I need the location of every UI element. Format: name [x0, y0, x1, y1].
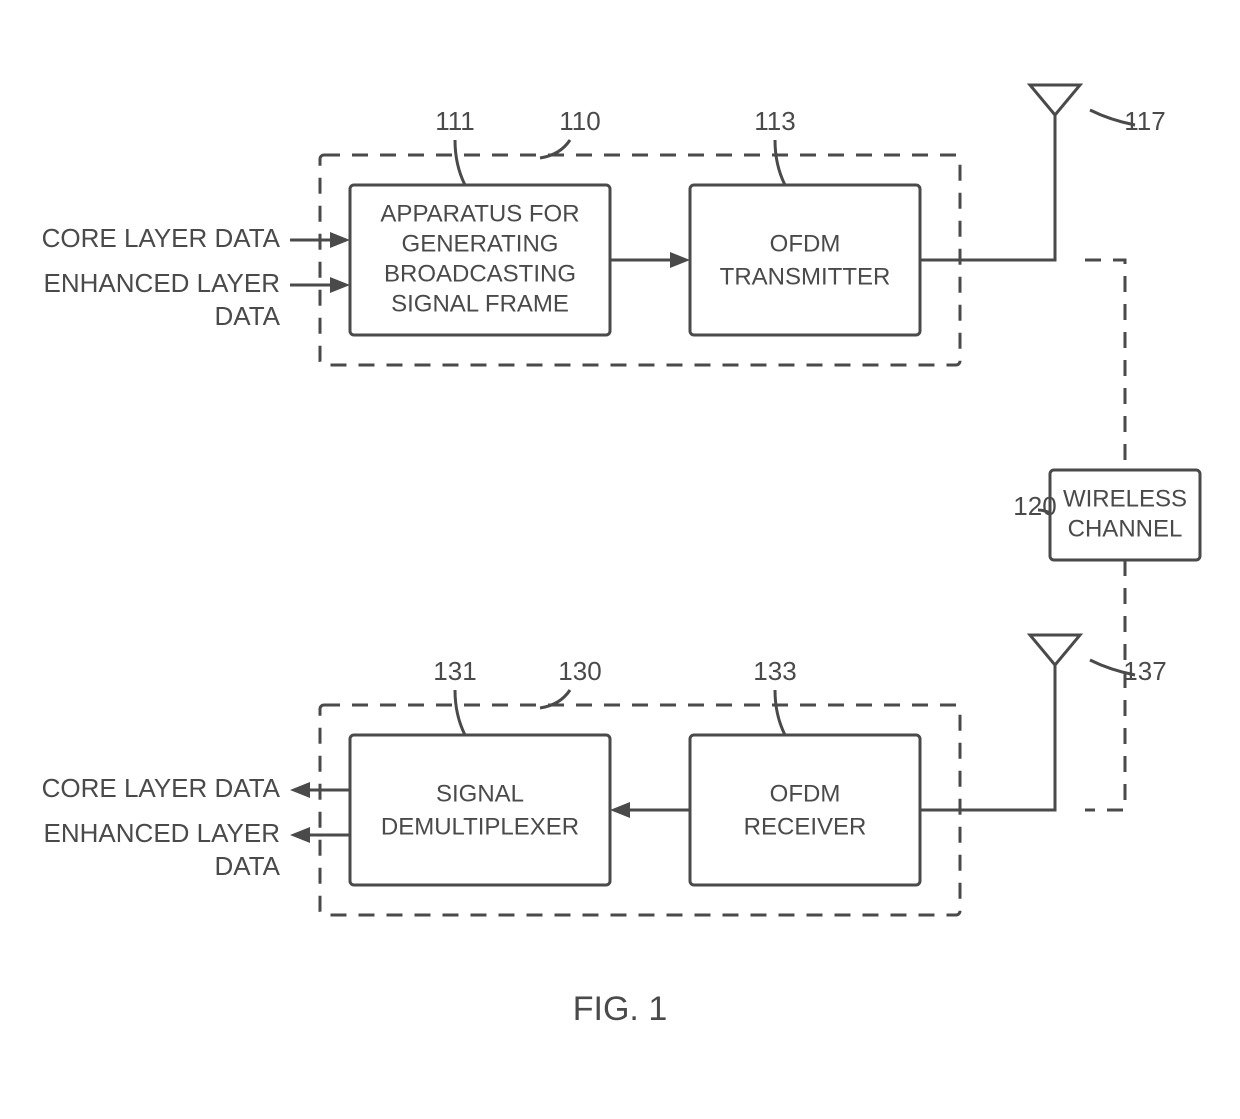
- ref-133-leader: [775, 690, 785, 735]
- label-core-out: CORE LAYER DATA: [42, 773, 281, 803]
- channel-l1: WIRELESS: [1063, 485, 1187, 512]
- figure-label: FIG. 1: [573, 990, 667, 1028]
- arrowhead-enh-out: [290, 827, 310, 843]
- arrowhead-core-out: [290, 782, 310, 798]
- rx-ofdm-box: [690, 735, 920, 885]
- wire-tx-to-antenna: [920, 160, 1055, 260]
- arrowhead-enh-in: [330, 277, 350, 293]
- tx-gen-l2: GENERATING: [402, 230, 559, 257]
- label-enh-out-2: DATA: [215, 851, 281, 881]
- rx-antenna-icon: [1030, 635, 1080, 710]
- tx-antenna-icon: [1030, 85, 1080, 160]
- arrowhead-gen-to-ofdm: [670, 252, 690, 268]
- channel-l2: CHANNEL: [1068, 515, 1183, 542]
- ref-113: 113: [754, 106, 795, 136]
- tx-gen-l1: APPARATUS FOR: [380, 200, 579, 227]
- label-enh-out-1: ENHANCED LAYER: [44, 818, 280, 848]
- label-core-in: CORE LAYER DATA: [42, 223, 281, 253]
- ref-130: 130: [558, 656, 601, 686]
- wire-antenna-to-rx: [920, 710, 1055, 810]
- rx-demux-l1: SIGNAL: [436, 780, 524, 807]
- ref-111: 111: [435, 106, 475, 136]
- label-enh-in-1: ENHANCED LAYER: [44, 268, 280, 298]
- ref-133: 133: [753, 656, 796, 686]
- dashed-channel-to-rx: [1085, 560, 1125, 810]
- ref-120: 120: [1013, 491, 1056, 521]
- ref-110: 110: [559, 106, 600, 136]
- ref-113-leader: [775, 140, 785, 185]
- block-diagram: 110 APPARATUS FOR GENERATING BROADCASTIN…: [0, 0, 1240, 1119]
- dashed-tx-to-channel: [1085, 260, 1125, 470]
- rx-ofdm-l2: RECEIVER: [744, 813, 867, 840]
- rx-demux-box: [350, 735, 610, 885]
- tx-ofdm-box: [690, 185, 920, 335]
- ref-131: 131: [433, 656, 476, 686]
- ref-131-leader: [455, 690, 465, 735]
- arrowhead-ofdm-to-demux: [610, 802, 630, 818]
- tx-ofdm-l1: OFDM: [770, 230, 841, 257]
- ref-111-leader: [455, 140, 465, 185]
- ref-117: 117: [1124, 106, 1165, 136]
- arrowhead-core-in: [330, 232, 350, 248]
- tx-ofdm-l2: TRANSMITTER: [720, 263, 891, 290]
- rx-demux-l2: DEMULTIPLEXER: [381, 813, 579, 840]
- rx-ofdm-l1: OFDM: [770, 780, 841, 807]
- tx-gen-l4: SIGNAL FRAME: [391, 290, 569, 317]
- tx-gen-l3: BROADCASTING: [384, 260, 576, 287]
- label-enh-in-2: DATA: [215, 301, 281, 331]
- ref-137: 137: [1123, 656, 1166, 686]
